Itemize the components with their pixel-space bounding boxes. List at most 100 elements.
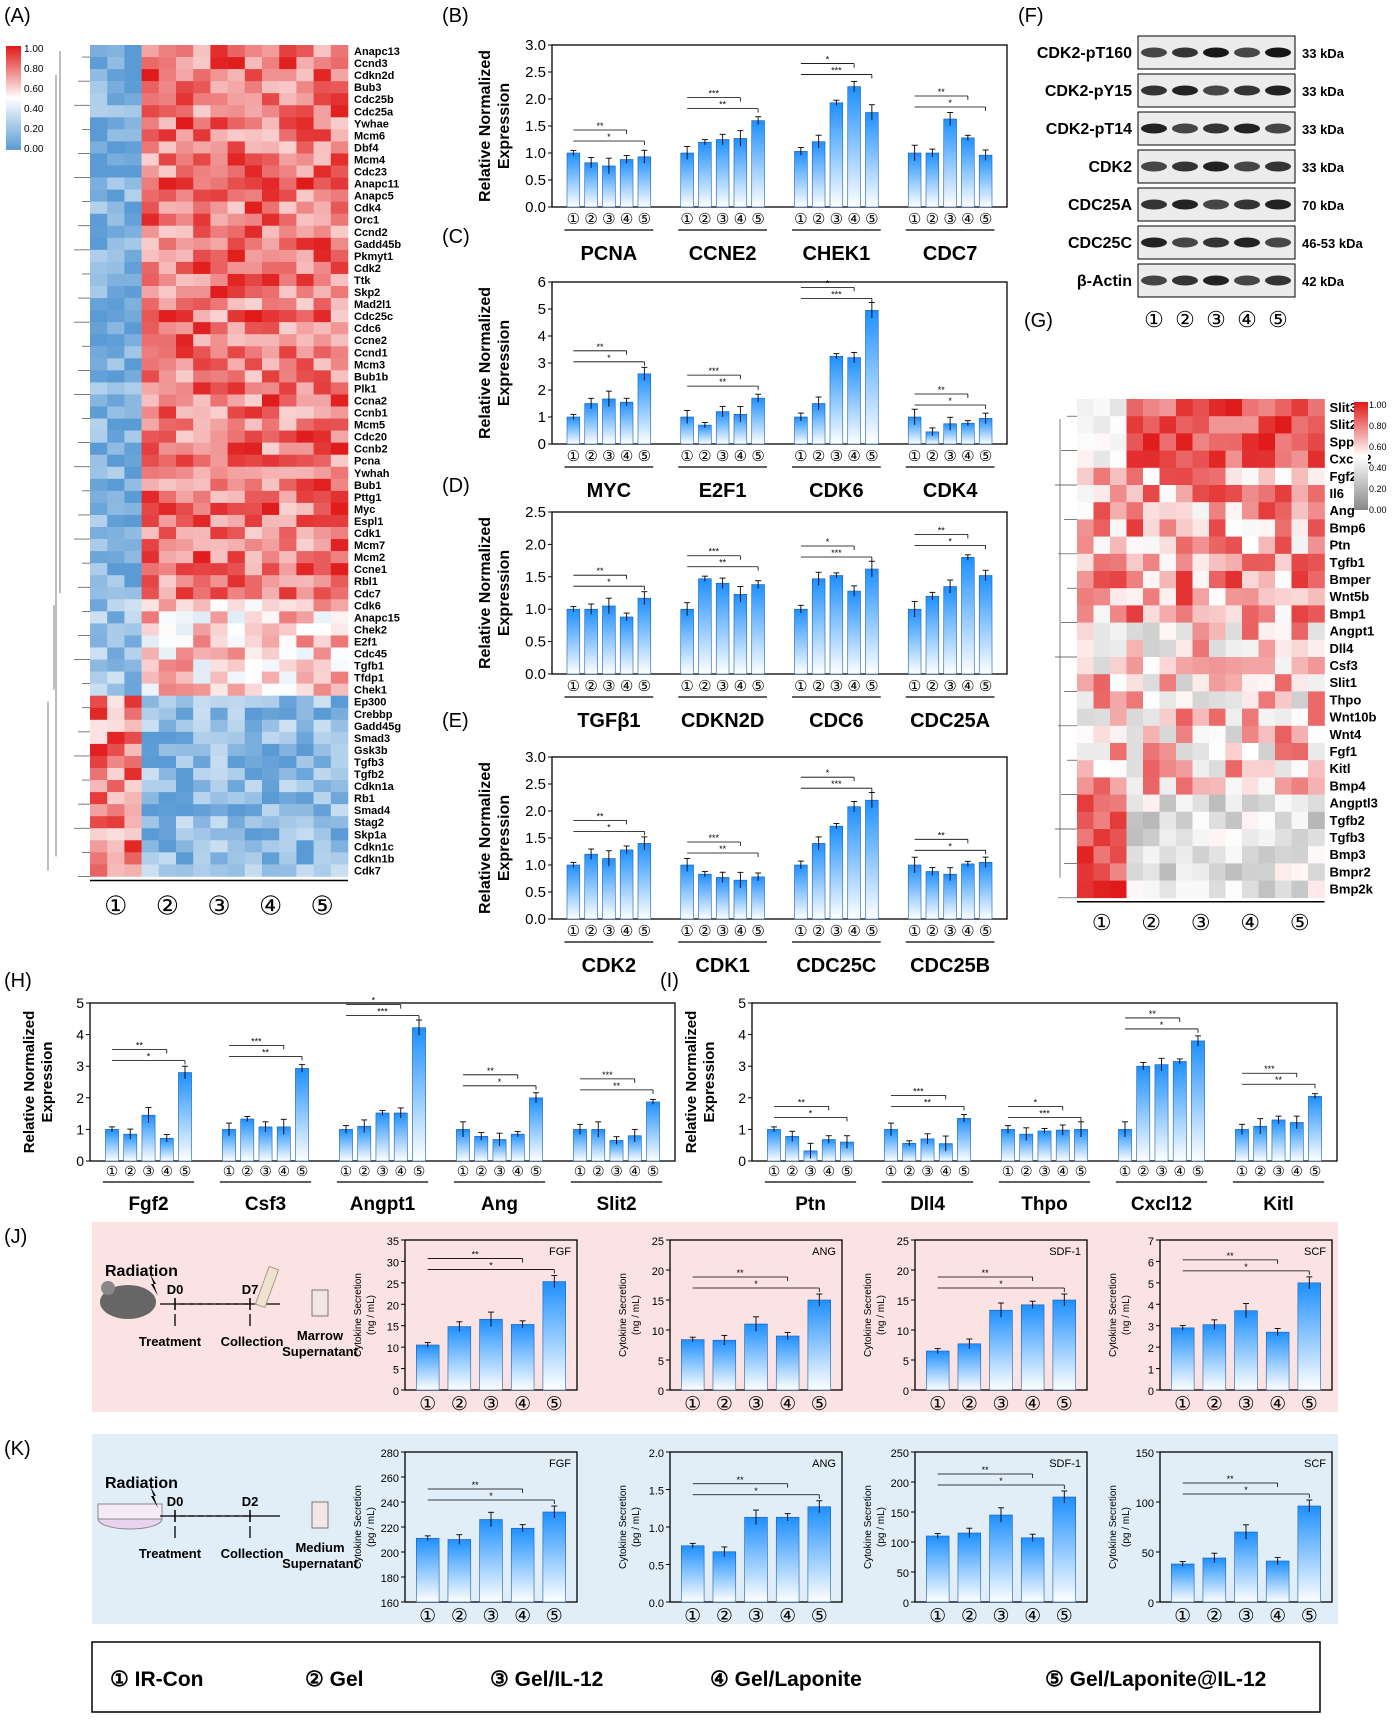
sig-mark: * (948, 536, 952, 546)
sig-mark: *** (251, 1036, 262, 1046)
group-mark: ③ (830, 448, 843, 465)
heatmap-a-cell (141, 695, 160, 709)
heatmap-a-cell (313, 286, 332, 299)
heatmap-g-cell (1176, 450, 1193, 469)
heatmap-a-cell (210, 816, 228, 829)
bar (1265, 1331, 1290, 1391)
heatmap-a-row-label: Cdkn1a (354, 781, 395, 793)
heatmap-a-cell (262, 551, 280, 564)
heatmap-a-cell (296, 69, 314, 82)
sig-mark: ** (737, 1268, 745, 1278)
heatmap-a-cell (279, 334, 297, 347)
heatmap-g-cell (1077, 743, 1094, 761)
group-mark: ③ (992, 1606, 1009, 1627)
blot-band (1172, 85, 1198, 96)
heatmap-g-cell (1242, 674, 1259, 692)
heatmap-g-row-label: Tgfb2 (1330, 813, 1365, 828)
heatmap-a-cell (107, 430, 125, 443)
heatmap-a-cell (296, 454, 314, 468)
group-mark: ⑤ (1192, 1163, 1205, 1179)
heatmap-g-cell (1242, 657, 1259, 675)
y-axis-label: Cytokine Secretion (863, 1273, 874, 1357)
heatmap-a-cell (141, 81, 160, 94)
group-mark: ③ (716, 678, 729, 695)
group-mark: ① (794, 923, 807, 940)
y-tick-label: 3 (1148, 1322, 1154, 1334)
heatmap-a-cell (227, 69, 246, 82)
heatmap-a-cell (210, 611, 228, 624)
group-mark: ⑤ (979, 448, 992, 465)
heatmap-a-cell (296, 225, 314, 239)
heatmap-a-cell (124, 382, 142, 395)
heatmap-a-cell (210, 454, 228, 468)
y-tick-label: 1.5 (525, 830, 546, 847)
heatmap-a-cell (313, 165, 332, 178)
heatmap-a-cell (107, 864, 125, 877)
heatmap-a-cell (296, 334, 314, 347)
heatmap-a-cell (107, 117, 125, 130)
heatmap-a-row-label: Cdc23 (354, 167, 387, 179)
bar (566, 864, 581, 920)
panel-label: (F) (1018, 5, 1044, 27)
group-mark: ③ (142, 1163, 155, 1179)
heatmap-a-cell (124, 804, 142, 817)
heatmap-a-cell (227, 527, 246, 540)
heatmap-g-row-label: Ang (1330, 503, 1355, 518)
heatmap-a-cell (313, 334, 332, 347)
heatmap-a-cell (193, 382, 211, 395)
heatmap-a-cell (124, 563, 142, 576)
heatmap-g-cell (1225, 399, 1243, 417)
heatmap-a-cell (158, 322, 177, 335)
heatmap-a-cell (124, 719, 142, 733)
heatmap-a-cell (313, 599, 332, 612)
heatmap-a-cell (210, 792, 228, 805)
heatmap-a-cell (124, 502, 142, 516)
blot-row-label: CDK2-pT160 (1037, 45, 1132, 62)
heatmap-a-cell (244, 165, 263, 178)
heatmap-a-cell (313, 780, 332, 793)
blot-band (1203, 47, 1229, 58)
heatmap-a-cell (107, 346, 125, 359)
blot-band (1203, 123, 1229, 134)
bar (907, 608, 922, 675)
heatmap-a-cell (330, 563, 349, 576)
heatmap-a-cell (244, 514, 263, 528)
heatmap-g-cell (1209, 485, 1226, 503)
heatmap-a-cell (262, 430, 280, 443)
heatmap-g-cell (1258, 829, 1276, 847)
bar (865, 310, 879, 445)
heatmap-a-cell (193, 792, 211, 805)
y-tick-label: 15 (387, 1322, 399, 1334)
heatmap-g-cell (1126, 725, 1144, 744)
heatmap-a-cell (210, 647, 228, 660)
heatmap-g-cell (1258, 691, 1276, 709)
heatmap-a-row-label: Smad4 (354, 805, 391, 817)
heatmap-g-cell (1209, 416, 1226, 434)
group-name: Dll4 (910, 1194, 945, 1215)
heatmap-a-cell (176, 442, 194, 455)
heatmap-a-cell (244, 587, 263, 600)
heatmap-g-cell (1077, 691, 1094, 709)
heatmap-a-cell (107, 310, 125, 323)
y-tick-label: 1.5 (525, 569, 546, 586)
heatmap-a-cell (244, 261, 263, 275)
heatmap-a-cell (244, 310, 263, 323)
heatmap-g-cell (1225, 639, 1243, 658)
heatmap-a-cell (210, 502, 228, 516)
heatmap-g-cell (1242, 588, 1259, 606)
heatmap-a-cell (176, 587, 194, 600)
heatmap-a-cell (158, 45, 177, 58)
heatmap-a-cell (90, 743, 108, 757)
heatmap-a-cell (193, 454, 211, 468)
bar (961, 863, 975, 920)
heatmap-a-cell (210, 599, 228, 612)
heatmap-g-cell (1209, 777, 1226, 795)
group-mark: ① (1174, 1606, 1191, 1627)
bar (698, 424, 712, 445)
heatmap-a-cell (227, 225, 246, 239)
heatmap-a-cell (107, 575, 125, 588)
heatmap-g-cell (1176, 502, 1193, 520)
heatmap-a-cell (210, 514, 228, 528)
heatmap-a-cell (330, 358, 349, 371)
y-tick-label: 0.5 (525, 884, 546, 901)
